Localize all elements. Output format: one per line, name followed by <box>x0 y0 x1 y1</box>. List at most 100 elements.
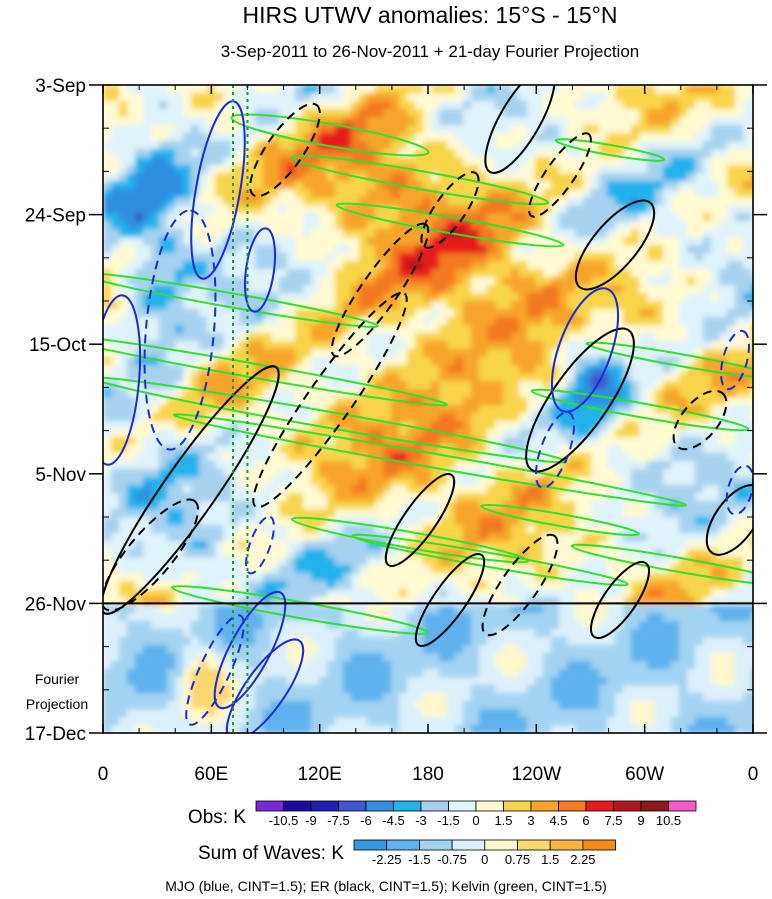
field-cell <box>207 445 216 454</box>
field-cell <box>159 365 168 374</box>
field-cell <box>431 453 440 462</box>
field-cell <box>271 349 280 358</box>
field-cell <box>591 357 600 366</box>
field-cell <box>663 381 672 390</box>
field-cell <box>423 285 432 294</box>
field-cell <box>471 493 480 502</box>
field-cell <box>495 101 504 110</box>
field-cell <box>407 245 416 254</box>
field-cell <box>367 357 376 366</box>
field-cell <box>303 189 312 198</box>
field-cell <box>631 301 640 310</box>
field-cell <box>407 101 416 110</box>
field-cell <box>719 133 728 142</box>
field-cell <box>647 365 656 374</box>
field-cell <box>743 549 752 558</box>
field-cell <box>439 461 448 470</box>
field-cell <box>607 405 616 414</box>
field-cell <box>495 397 504 406</box>
field-cell <box>519 373 528 382</box>
field-cell <box>495 277 504 286</box>
field-cell <box>223 389 232 398</box>
field-cell <box>151 381 160 390</box>
field-cell <box>663 517 672 526</box>
field-cell <box>599 245 608 254</box>
field-cell <box>503 221 512 230</box>
field-cell <box>623 157 632 166</box>
field-cell <box>735 525 744 534</box>
field-cell <box>415 525 424 534</box>
field-cell <box>655 293 664 302</box>
field-cell <box>135 533 144 542</box>
field-cell <box>543 469 552 478</box>
field-cell <box>615 365 624 374</box>
field-cell <box>471 349 480 358</box>
field-cell <box>735 157 744 166</box>
field-cell <box>263 245 272 254</box>
field-cell <box>159 493 168 502</box>
field-cell <box>607 85 616 94</box>
field-cell <box>111 205 120 214</box>
field-cell <box>519 461 528 470</box>
field-cell <box>231 525 240 534</box>
field-cell <box>647 93 656 102</box>
field-cell <box>431 165 440 174</box>
field-cell <box>735 253 744 262</box>
field-cell <box>719 125 728 134</box>
field-cell <box>215 173 224 182</box>
field-cell <box>607 517 616 526</box>
field-cell <box>695 405 704 414</box>
field-cell <box>655 389 664 398</box>
field-cell <box>367 413 376 422</box>
field-cell <box>311 165 320 174</box>
field-cell <box>359 365 368 374</box>
field-cell <box>159 533 168 542</box>
field-cell <box>671 325 680 334</box>
field-cell <box>431 381 440 390</box>
field-cell <box>351 293 360 302</box>
field-cell <box>167 453 176 462</box>
field-cell <box>415 189 424 198</box>
field-cell <box>607 525 616 534</box>
field-cell <box>591 341 600 350</box>
field-cell <box>375 141 384 150</box>
field-cell <box>207 253 216 262</box>
field-cell <box>591 125 600 134</box>
field-cell <box>687 501 696 510</box>
field-cell <box>151 309 160 318</box>
field-cell <box>103 469 112 478</box>
field-cell <box>135 397 144 406</box>
field-cell <box>215 189 224 198</box>
field-cell <box>415 213 424 222</box>
field-cell <box>607 533 616 542</box>
field-cell <box>351 101 360 110</box>
field-cell <box>247 285 256 294</box>
field-cell <box>639 533 648 542</box>
field-cell <box>343 229 352 238</box>
field-cell <box>215 421 224 430</box>
field-cell <box>255 381 264 390</box>
field-cell <box>503 93 512 102</box>
field-cell <box>319 157 328 166</box>
field-cell <box>559 173 568 182</box>
field-cell <box>199 277 208 286</box>
field-cell <box>231 165 240 174</box>
field-cell <box>119 533 128 542</box>
field-cell <box>655 285 664 294</box>
field-cell <box>447 237 456 246</box>
field-cell <box>311 477 320 486</box>
field-cell <box>583 469 592 478</box>
field-cell <box>311 245 320 254</box>
field-cell <box>103 421 112 430</box>
field-cell <box>551 109 560 118</box>
field-cell <box>703 261 712 270</box>
field-cell <box>231 565 240 574</box>
field-cell <box>343 205 352 214</box>
field-cell <box>439 477 448 486</box>
field-cell <box>399 341 408 350</box>
field-cell <box>447 261 456 270</box>
field-cell <box>351 229 360 238</box>
field-cell <box>479 541 488 550</box>
field-cell <box>359 181 368 190</box>
field-cell <box>615 565 624 574</box>
